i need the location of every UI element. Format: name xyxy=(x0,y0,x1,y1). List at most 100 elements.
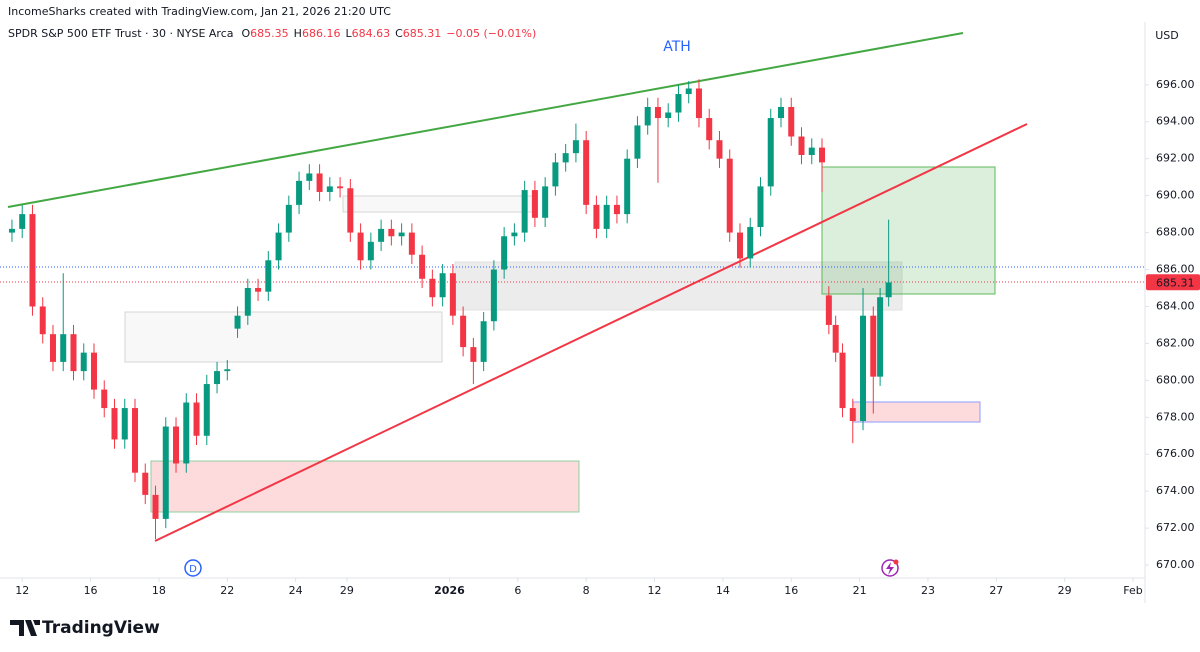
candle-body xyxy=(603,204,610,229)
x-tick-label: Feb xyxy=(1123,584,1142,597)
trend-line xyxy=(7,32,964,208)
y-tick-label: 682.00 xyxy=(1156,336,1195,349)
candle-body xyxy=(675,94,682,113)
x-tick-label: 27 xyxy=(989,584,1003,597)
candle-body xyxy=(39,306,46,335)
x-tick-label: 24 xyxy=(289,584,303,597)
symbol: SPDR S&P 500 ETF Trust · 30 · NYSE Arca xyxy=(8,27,234,40)
trend-line xyxy=(154,123,1028,542)
candle-body xyxy=(832,324,839,353)
ohlc-value: 684.63 xyxy=(352,27,391,40)
y-tick-label: 674.00 xyxy=(1156,484,1195,497)
candle-body xyxy=(634,125,641,159)
target-box xyxy=(821,166,996,295)
dividend-icon[interactable] xyxy=(184,559,202,577)
candle-body xyxy=(275,232,282,261)
candle-body xyxy=(877,297,884,377)
demand-box xyxy=(150,460,580,513)
candle-body xyxy=(511,232,518,237)
candle-body xyxy=(757,186,764,228)
ohlc-label: H xyxy=(294,27,302,40)
candle-body xyxy=(80,352,87,372)
candle-body xyxy=(706,118,713,141)
x-tick-label: 14 xyxy=(716,584,730,597)
candle-body xyxy=(224,369,231,372)
candle-body xyxy=(460,315,467,348)
ohlc-value: 685.31 xyxy=(403,27,442,40)
x-tick-label: 8 xyxy=(583,584,590,597)
candle-body xyxy=(357,232,364,261)
candle-body xyxy=(388,228,395,237)
candle-body xyxy=(501,236,508,270)
y-tick-label: 678.00 xyxy=(1156,410,1195,423)
x-tick-label: 16 xyxy=(784,584,798,597)
candle-body xyxy=(121,408,128,440)
y-tick-label: 676.00 xyxy=(1156,447,1195,460)
x-tick-label: 23 xyxy=(921,584,935,597)
candle-body xyxy=(798,136,805,155)
dividend-marker[interactable]: D xyxy=(189,564,197,575)
x-tick-label: 29 xyxy=(340,584,354,597)
candle-body xyxy=(8,228,15,233)
candle-body xyxy=(337,186,344,189)
candle-body xyxy=(788,106,795,137)
x-tick-label: 6 xyxy=(514,584,521,597)
candle-body xyxy=(111,408,118,440)
candle-body xyxy=(572,140,579,154)
ohlc-label: O xyxy=(242,27,251,40)
candle-body xyxy=(644,106,651,126)
brand: TradingView xyxy=(42,618,160,638)
candle-body xyxy=(839,352,846,409)
candle-body xyxy=(480,321,487,362)
candle-body xyxy=(521,190,528,233)
x-tick-label: 29 xyxy=(1058,584,1072,597)
candle-body xyxy=(90,352,97,390)
candle-body xyxy=(583,140,590,205)
candle-body xyxy=(285,204,292,233)
candle-body xyxy=(777,106,784,119)
symbol-legend: SPDR S&P 500 ETF Trust · 30 · NYSE Arca O… xyxy=(8,27,536,40)
y-tick-label: 688.00 xyxy=(1156,226,1195,239)
y-tick-label: 684.00 xyxy=(1156,299,1195,312)
candle-body xyxy=(624,158,631,215)
candle-body xyxy=(419,254,426,279)
candle-body xyxy=(152,494,159,519)
y-tick-label: 680.00 xyxy=(1156,373,1195,386)
candle-body xyxy=(449,273,456,316)
event-dot xyxy=(893,559,899,565)
candle-body xyxy=(70,334,77,372)
candle-body xyxy=(142,472,149,495)
candle-body xyxy=(819,147,826,163)
change: −0.05 (−0.01%) xyxy=(446,27,536,40)
candle-body xyxy=(316,173,323,192)
candle-body xyxy=(685,88,692,95)
candle-body xyxy=(173,426,180,464)
candle-body xyxy=(665,112,672,119)
candle-body xyxy=(398,232,405,237)
candle-body xyxy=(654,106,661,119)
candle-body xyxy=(132,408,139,473)
ohlc-value: 686.16 xyxy=(302,27,341,40)
y-tick-label: 690.00 xyxy=(1156,189,1195,202)
candle-body xyxy=(183,402,190,464)
currency: USD xyxy=(1155,29,1179,42)
candle-body xyxy=(470,347,477,362)
candle-body xyxy=(613,204,620,215)
candle-body xyxy=(542,186,549,218)
candle-body xyxy=(736,232,743,259)
last-price-tag xyxy=(1146,274,1200,291)
ohlc-label: C xyxy=(395,27,403,40)
ohlc-label: L xyxy=(345,27,352,40)
x-tick-label: 2026 xyxy=(434,584,465,597)
candle-body xyxy=(408,232,415,255)
candle-body xyxy=(849,408,856,421)
last-price-label: 685.31 xyxy=(1156,276,1195,289)
zone-box xyxy=(342,195,538,213)
candle-body xyxy=(593,204,600,229)
x-tick-label: 21 xyxy=(853,584,867,597)
candle-body xyxy=(747,227,754,259)
candle-body xyxy=(716,140,723,159)
candle-body xyxy=(101,389,108,409)
y-tick-label: 696.00 xyxy=(1156,78,1195,91)
y-tick-label: 694.00 xyxy=(1156,115,1195,128)
